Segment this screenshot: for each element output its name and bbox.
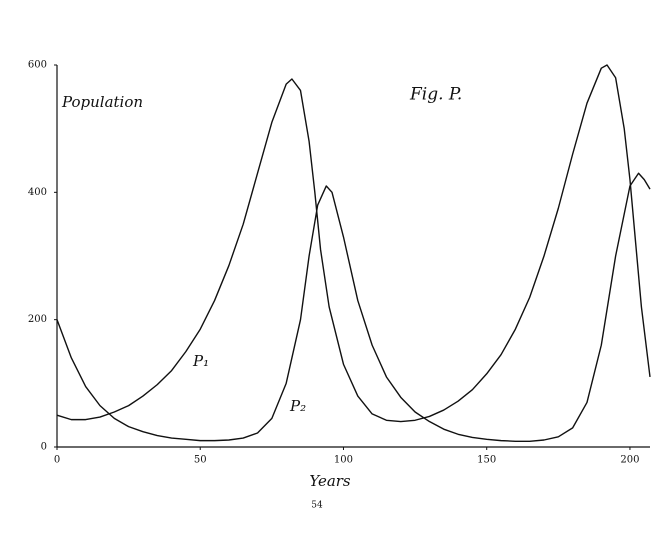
y-tick-label: 0 (41, 442, 47, 453)
y-tick-label: 600 (28, 60, 47, 71)
x-tick-label: 200 (620, 455, 639, 466)
y-tick-label: 200 (28, 314, 47, 325)
series-label: P₂ (289, 397, 306, 415)
chart-title: Fig. P. (409, 85, 462, 105)
x-tick-label: 150 (477, 455, 496, 466)
x-axis-label: Years (309, 472, 351, 490)
y-tick-label: 400 (28, 187, 47, 198)
series-line (56, 172, 651, 442)
x-tick-label: 100 (334, 455, 353, 466)
x-tick-label: 50 (194, 455, 207, 466)
page-number: 54 (311, 501, 323, 511)
y-axis-label: Population (61, 93, 143, 111)
x-tick-label: 0 (54, 455, 60, 466)
series-label: P₁ (192, 352, 209, 370)
series-line (56, 64, 651, 423)
